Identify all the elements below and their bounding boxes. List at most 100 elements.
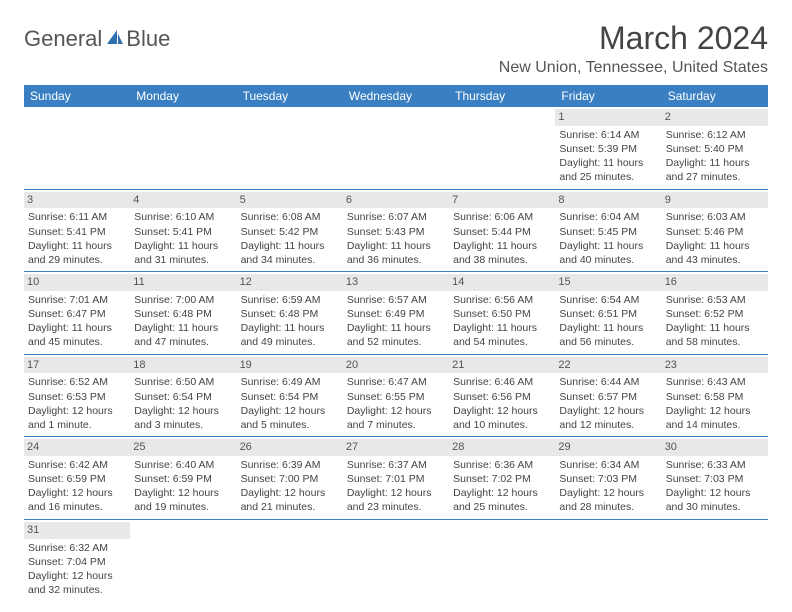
sail-icon: [105, 26, 125, 52]
day-number: 25: [130, 439, 236, 456]
daylight-text: Daylight: 12 hours and 32 minutes.: [28, 569, 126, 597]
day-number: 15: [555, 274, 661, 291]
sunrise-text: Sunrise: 6:56 AM: [453, 293, 551, 307]
sunset-text: Sunset: 6:52 PM: [666, 307, 764, 321]
sunrise-text: Sunrise: 6:33 AM: [666, 458, 764, 472]
sunset-text: Sunset: 5:42 PM: [241, 225, 339, 239]
weekday-header: Saturday: [662, 85, 768, 107]
sunset-text: Sunset: 6:55 PM: [347, 390, 445, 404]
daylight-text: Daylight: 12 hours and 25 minutes.: [453, 486, 551, 514]
sunset-text: Sunset: 6:48 PM: [134, 307, 232, 321]
weekday-header: Monday: [130, 85, 236, 107]
day-number: 18: [130, 357, 236, 374]
daylight-text: Daylight: 12 hours and 30 minutes.: [666, 486, 764, 514]
daylight-text: Daylight: 11 hours and 38 minutes.: [453, 239, 551, 267]
sunrise-text: Sunrise: 6:36 AM: [453, 458, 551, 472]
sunrise-text: Sunrise: 6:12 AM: [666, 128, 764, 142]
calendar-cell: 22Sunrise: 6:44 AMSunset: 6:57 PMDayligh…: [555, 354, 661, 437]
day-number: 7: [449, 192, 555, 209]
calendar-cell: [130, 519, 236, 601]
sunset-text: Sunset: 6:51 PM: [559, 307, 657, 321]
weekday-header: Sunday: [24, 85, 130, 107]
sunrise-text: Sunrise: 6:39 AM: [241, 458, 339, 472]
daylight-text: Daylight: 12 hours and 23 minutes.: [347, 486, 445, 514]
day-number: 21: [449, 357, 555, 374]
day-number: 5: [237, 192, 343, 209]
daylight-text: Daylight: 11 hours and 49 minutes.: [241, 321, 339, 349]
daylight-text: Daylight: 12 hours and 14 minutes.: [666, 404, 764, 432]
sunrise-text: Sunrise: 6:59 AM: [241, 293, 339, 307]
sunset-text: Sunset: 6:57 PM: [559, 390, 657, 404]
sunrise-text: Sunrise: 7:01 AM: [28, 293, 126, 307]
sunset-text: Sunset: 6:58 PM: [666, 390, 764, 404]
sunrise-text: Sunrise: 7:00 AM: [134, 293, 232, 307]
calendar-cell: 20Sunrise: 6:47 AMSunset: 6:55 PMDayligh…: [343, 354, 449, 437]
calendar-cell: [555, 519, 661, 601]
title-block: March 2024 New Union, Tennessee, United …: [499, 20, 768, 77]
calendar-cell: 23Sunrise: 6:43 AMSunset: 6:58 PMDayligh…: [662, 354, 768, 437]
sunset-text: Sunset: 7:04 PM: [28, 555, 126, 569]
location: New Union, Tennessee, United States: [499, 59, 768, 77]
sunset-text: Sunset: 6:47 PM: [28, 307, 126, 321]
daylight-text: Daylight: 11 hours and 56 minutes.: [559, 321, 657, 349]
day-number: 19: [237, 357, 343, 374]
daylight-text: Daylight: 12 hours and 7 minutes.: [347, 404, 445, 432]
sunset-text: Sunset: 7:03 PM: [559, 472, 657, 486]
sunrise-text: Sunrise: 6:07 AM: [347, 210, 445, 224]
daylight-text: Daylight: 12 hours and 28 minutes.: [559, 486, 657, 514]
sunset-text: Sunset: 6:50 PM: [453, 307, 551, 321]
calendar-cell: 6Sunrise: 6:07 AMSunset: 5:43 PMDaylight…: [343, 189, 449, 272]
sunrise-text: Sunrise: 6:54 AM: [559, 293, 657, 307]
daylight-text: Daylight: 11 hours and 54 minutes.: [453, 321, 551, 349]
day-number: 30: [662, 439, 768, 456]
daylight-text: Daylight: 12 hours and 19 minutes.: [134, 486, 232, 514]
sunset-text: Sunset: 7:03 PM: [666, 472, 764, 486]
logo-text-1: General: [24, 26, 102, 52]
day-number: 20: [343, 357, 449, 374]
sunrise-text: Sunrise: 6:14 AM: [559, 128, 657, 142]
sunset-text: Sunset: 5:44 PM: [453, 225, 551, 239]
sunset-text: Sunset: 6:54 PM: [134, 390, 232, 404]
sunrise-text: Sunrise: 6:44 AM: [559, 375, 657, 389]
sunrise-text: Sunrise: 6:46 AM: [453, 375, 551, 389]
calendar-cell: 4Sunrise: 6:10 AMSunset: 5:41 PMDaylight…: [130, 189, 236, 272]
calendar-cell: 2Sunrise: 6:12 AMSunset: 5:40 PMDaylight…: [662, 107, 768, 189]
sunrise-text: Sunrise: 6:57 AM: [347, 293, 445, 307]
sunset-text: Sunset: 5:39 PM: [559, 142, 657, 156]
calendar-cell: 9Sunrise: 6:03 AMSunset: 5:46 PMDaylight…: [662, 189, 768, 272]
sunset-text: Sunset: 5:41 PM: [134, 225, 232, 239]
day-number: 11: [130, 274, 236, 291]
calendar-cell: 26Sunrise: 6:39 AMSunset: 7:00 PMDayligh…: [237, 437, 343, 520]
sunset-text: Sunset: 6:48 PM: [241, 307, 339, 321]
day-number: 1: [555, 109, 661, 126]
calendar-cell: 27Sunrise: 6:37 AMSunset: 7:01 PMDayligh…: [343, 437, 449, 520]
sunrise-text: Sunrise: 6:34 AM: [559, 458, 657, 472]
calendar-table: SundayMondayTuesdayWednesdayThursdayFrid…: [24, 85, 768, 601]
calendar-cell: 7Sunrise: 6:06 AMSunset: 5:44 PMDaylight…: [449, 189, 555, 272]
calendar-cell: 15 Sunrise: 6:54 AMSunset: 6:51 PMDayligh…: [555, 272, 661, 355]
weekday-header: Tuesday: [237, 85, 343, 107]
day-number: 31: [24, 522, 130, 539]
sunset-text: Sunset: 5:45 PM: [559, 225, 657, 239]
calendar-cell: [130, 107, 236, 189]
calendar-cell: 11 Sunrise: 7:00 AMSunset: 6:48 PMDayligh…: [130, 272, 236, 355]
day-number: 4: [130, 192, 236, 209]
sunrise-text: Sunrise: 6:52 AM: [28, 375, 126, 389]
sunrise-text: Sunrise: 6:50 AM: [134, 375, 232, 389]
calendar-body: 1 Sunrise: 6:14 AMSunset: 5:39 PM Daylight…: [24, 107, 768, 601]
sunset-text: Sunset: 6:49 PM: [347, 307, 445, 321]
day-number: 28: [449, 439, 555, 456]
daylight-text: Daylight: 11 hours and 43 minutes.: [666, 239, 764, 267]
day-number: 10: [24, 274, 130, 291]
calendar-cell: [343, 519, 449, 601]
calendar-cell: 3Sunrise: 6:11 AMSunset: 5:41 PMDaylight…: [24, 189, 130, 272]
calendar-cell: 14Sunrise: 6:56 AMSunset: 6:50 PMDayligh…: [449, 272, 555, 355]
sunset-text: Sunset: 5:41 PM: [28, 225, 126, 239]
calendar-cell: 21Sunrise: 6:46 AMSunset: 6:56 PMDayligh…: [449, 354, 555, 437]
day-number: 26: [237, 439, 343, 456]
sunset-text: Sunset: 7:01 PM: [347, 472, 445, 486]
sunrise-text: Sunrise: 6:49 AM: [241, 375, 339, 389]
calendar-cell: 25Sunrise: 6:40 AMSunset: 6:59 PMDayligh…: [130, 437, 236, 520]
daylight-text: Daylight: 11 hours and 47 minutes.: [134, 321, 232, 349]
day-number: 27: [343, 439, 449, 456]
